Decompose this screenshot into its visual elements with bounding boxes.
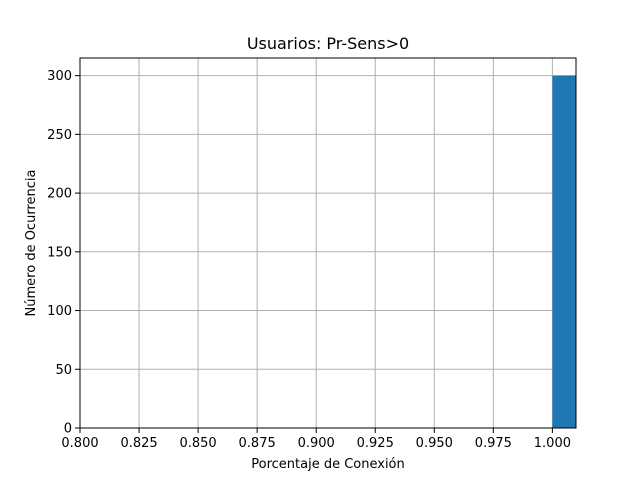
y-tick-label: 200 — [47, 187, 72, 202]
x-tick-label: 0.800 — [61, 436, 98, 451]
x-tick-label: 0.950 — [416, 436, 453, 451]
x-tick-label: 0.850 — [179, 436, 216, 451]
x-tick-label: 0.825 — [120, 436, 157, 451]
histogram-bar — [552, 75, 576, 428]
y-tick-label: 250 — [47, 128, 72, 143]
x-tick-label: 0.875 — [239, 436, 276, 451]
y-axis-label: Número de Ocurrencia — [24, 170, 39, 317]
x-axis-ticks: 0.800 0.825 0.850 0.875 0.900 0.925 0.950 0.975… — [61, 428, 571, 451]
x-tick-label: 0.975 — [475, 436, 512, 451]
x-tick-label: 1.000 — [534, 436, 571, 451]
x-axis-label: Porcentaje de Conexión — [251, 457, 405, 472]
x-tick-label: 0.900 — [298, 436, 335, 451]
axes-frame — [79, 57, 577, 429]
bars-layer — [552, 75, 576, 428]
y-tick-label: 150 — [47, 245, 72, 260]
x-tick-label: 0.925 — [357, 436, 394, 451]
y-tick-label: 100 — [47, 304, 72, 319]
y-tick-label: 50 — [55, 363, 72, 378]
y-tick-label: 300 — [47, 69, 72, 84]
y-axis-ticks: 0 50 100 150 200 250 300 — [47, 69, 80, 437]
chart-title: Usuarios: Pr-Sens>0 — [247, 34, 409, 53]
y-tick-label: 0 — [64, 422, 72, 437]
grid-layer — [79, 58, 576, 429]
